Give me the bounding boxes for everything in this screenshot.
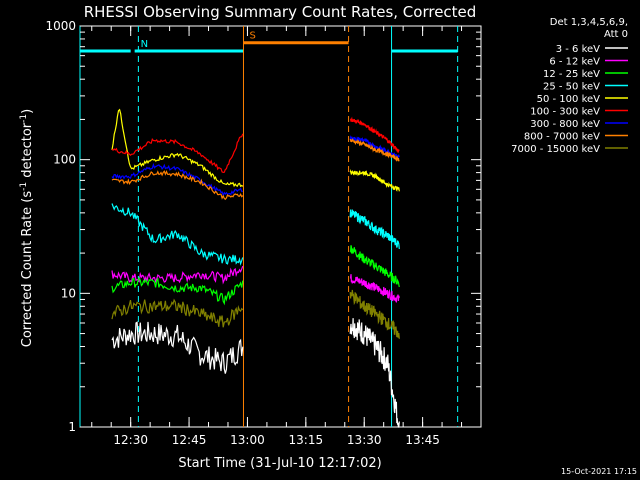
flag-bars: NS — [80, 31, 458, 53]
legend-entry-label: 6 - 12 keV — [549, 57, 600, 68]
series-line — [349, 138, 400, 162]
y-tick-label: 1 — [68, 420, 76, 434]
x-axis-label: Start Time (31-Jul-10 12:17:02) — [178, 456, 381, 471]
series-line — [111, 133, 244, 174]
series-line — [111, 108, 244, 188]
x-tick-label: 13:15 — [289, 433, 324, 447]
legend-header: Det 1,3,4,5,6,9, — [550, 17, 628, 28]
legend-entry-label: 50 - 100 keV — [537, 94, 601, 105]
series-line — [111, 162, 243, 197]
series-line — [349, 318, 400, 428]
x-tick-label: 13:00 — [230, 433, 265, 447]
flag-label: S — [249, 31, 255, 42]
series-line — [349, 116, 400, 154]
series-line — [349, 289, 400, 339]
series-line — [111, 203, 244, 266]
x-tick-label: 12:45 — [172, 433, 207, 447]
legend-entry-label: 25 - 50 keV — [543, 82, 600, 93]
series-line — [111, 265, 244, 285]
series-line — [111, 321, 244, 374]
legend-entry-label: 300 - 800 keV — [530, 119, 600, 130]
y-axis-label-main: Corrected Count Rate (s — [20, 191, 35, 348]
y-axis-label: Corrected Count Rate (s-1 detector-1) — [19, 109, 35, 347]
legend-header: Att 0 — [604, 29, 628, 40]
series-line — [349, 274, 400, 303]
x-tick-label: 13:30 — [347, 433, 382, 447]
chart-title: RHESSI Observing Summary Count Rates, Co… — [84, 3, 477, 21]
y-axis-label-sup1: -1 — [19, 182, 29, 191]
x-tick-label: 13:45 — [405, 433, 440, 447]
y-tick-label: 10 — [61, 286, 76, 300]
legend-entry-label: 800 - 7000 keV — [524, 132, 600, 143]
series-line — [349, 168, 400, 192]
axis-ticks: 1 10 100 1000 12:30 12:45 13:00 13:15 13:30 13:45 — [45, 19, 482, 447]
legend: Det 1,3,4,5,6,9,Att 0 3 - 6 keV 6 - 12 keV… — [511, 17, 628, 155]
legend-entry-label: 7000 - 15000 keV — [511, 144, 600, 155]
y-axis-label-mid: detector — [20, 122, 35, 182]
series-line — [111, 170, 244, 201]
vertical-markers — [79, 26, 459, 427]
legend-entry-label: 3 - 6 keV — [556, 44, 600, 55]
y-tick-label: 100 — [53, 153, 76, 167]
series-line — [349, 209, 400, 250]
y-axis-label-sup2: -1 — [19, 114, 29, 123]
series-line — [111, 277, 244, 306]
series-line — [349, 245, 400, 288]
legend-entry-label: 100 - 300 keV — [530, 107, 600, 118]
series-line — [111, 298, 244, 328]
footer-date: 15-Oct-2021 17:15 — [561, 467, 637, 476]
flag-label: N — [141, 39, 148, 50]
y-tick-label: 1000 — [45, 19, 76, 33]
legend-entry-label: 12 - 25 keV — [543, 69, 600, 80]
series-lines — [111, 108, 400, 428]
y-axis-label-end: ) — [20, 109, 35, 114]
x-tick-label: 12:30 — [113, 433, 148, 447]
